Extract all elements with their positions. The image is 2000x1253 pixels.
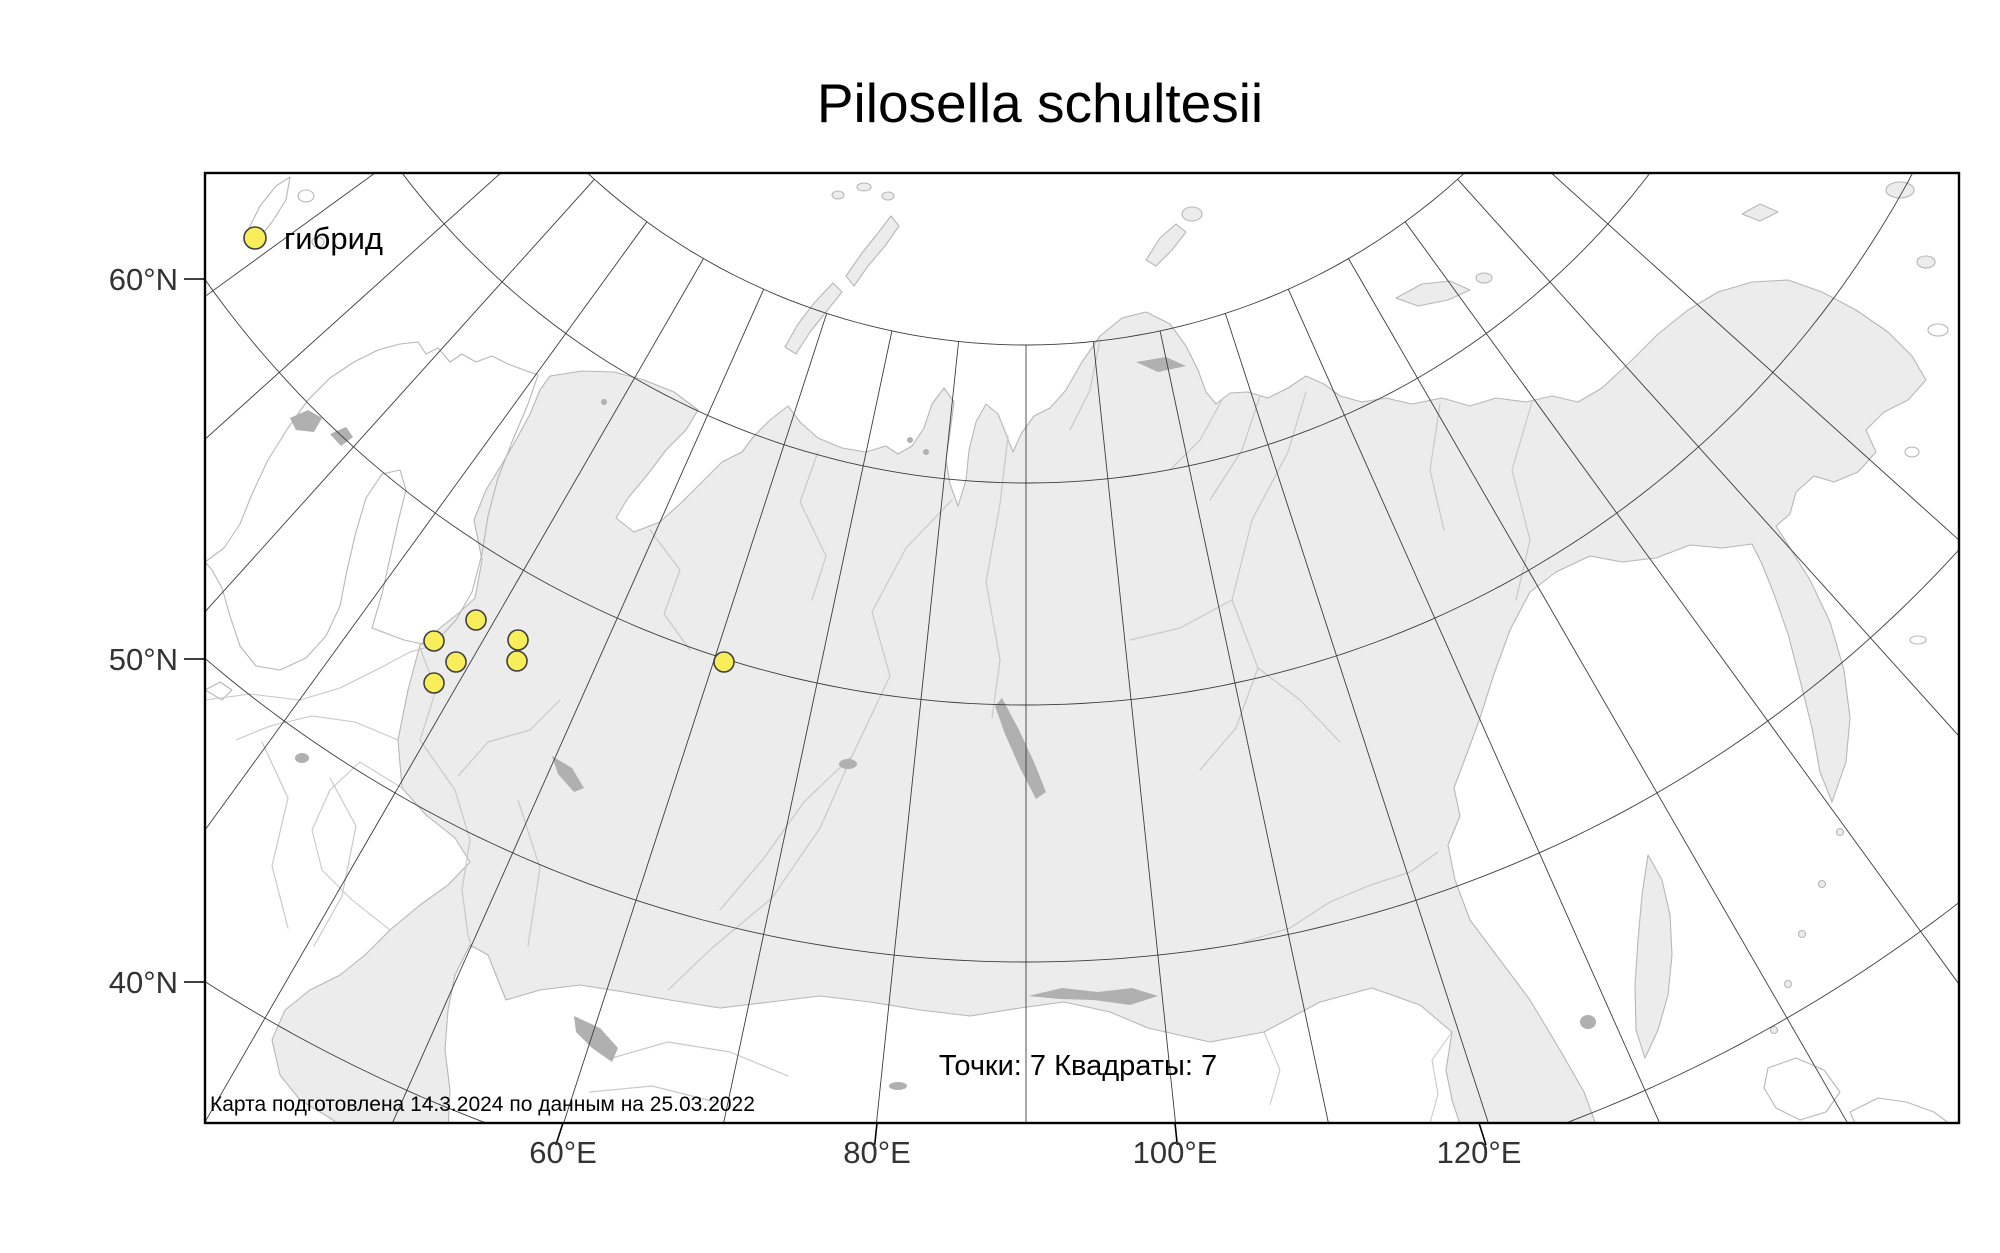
axis-tick-label: 120°E	[1437, 1135, 1522, 1170]
graticule-line	[205, 173, 1914, 706]
legend-label: гибрид	[284, 221, 383, 256]
graticule-line	[205, 221, 648, 831]
landmass-russia	[271, 279, 1927, 1123]
country-borders	[205, 645, 1453, 1123]
tick-mark	[1478, 1122, 1487, 1146]
islands-gray	[784, 181, 1936, 1059]
graticule-line	[205, 258, 704, 1123]
legend-point-icon	[243, 226, 267, 250]
graticule-line	[205, 178, 595, 613]
occurrence-point	[445, 651, 467, 673]
legend: гибрид	[243, 221, 383, 256]
stats-text: Точки: 7 Квадраты: 7	[939, 1050, 1217, 1082]
axis-tick-label: 60°N	[109, 262, 178, 297]
axis-ticks	[184, 278, 1487, 1146]
occurrence-point	[506, 650, 528, 672]
occurrence-point	[423, 630, 445, 652]
graticule-line	[563, 313, 828, 1123]
graticule-line	[391, 289, 765, 1123]
graticule-line	[1348, 258, 1849, 1123]
lakes	[290, 357, 1596, 1090]
graticule-line	[1404, 221, 1959, 985]
graticule	[205, 173, 1959, 1123]
axis-tick-label: 50°N	[109, 642, 178, 677]
graticule-line	[586, 173, 1466, 346]
tick-mark	[873, 1122, 878, 1146]
graticule-line	[205, 173, 502, 440]
axis-tick-label: 60°E	[529, 1135, 597, 1170]
axis-tick-label: 40°N	[109, 965, 178, 1000]
graticule-line	[1550, 173, 1959, 541]
occurrence-points	[423, 609, 735, 694]
axis-tick-label: 100°E	[1133, 1135, 1218, 1170]
graticule-line	[1457, 178, 1959, 737]
graticule-line	[401, 173, 1651, 484]
axis-labels: 60°N 50°N 40°N 60°E 80°E 100°E 120°E	[109, 262, 1522, 1170]
occurrence-point	[465, 609, 487, 631]
graticule-line	[1224, 313, 1489, 1123]
rivers	[261, 339, 1533, 1103]
occurrence-point	[507, 629, 529, 651]
graticule-line	[205, 173, 376, 298]
tick-mark	[555, 1122, 564, 1146]
caption-text: Карта подготовлена 14.3.2024 по данным н…	[210, 1093, 755, 1116]
graticule-line	[723, 330, 893, 1123]
axis-tick-label: 80°E	[843, 1135, 911, 1170]
graticule-line	[1159, 330, 1329, 1123]
graticule-line	[1092, 341, 1176, 1123]
occurrence-point	[423, 672, 445, 694]
graticule-line	[205, 549, 1959, 963]
page-title: Pilosella schultesii	[817, 72, 1263, 134]
graticule-line	[1287, 289, 1661, 1123]
graticule-line	[876, 341, 960, 1123]
map-frame	[203, 171, 1961, 1125]
tick-mark	[1174, 1122, 1179, 1146]
occurrence-point	[713, 651, 735, 673]
